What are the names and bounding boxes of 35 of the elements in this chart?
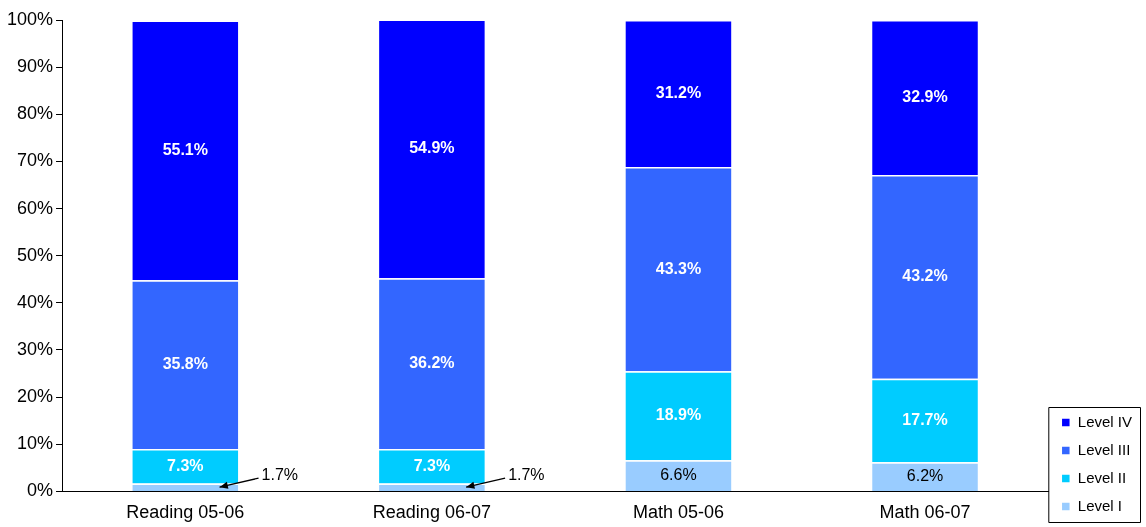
x-tick-label: Math 06-07 [879, 502, 971, 523]
y-tick-label: 80% [17, 103, 54, 124]
data-label: 43.3% [655, 259, 702, 277]
data-label: 54.9% [409, 139, 455, 157]
y-tick-label: 10% [17, 433, 54, 454]
y-tick-label: 70% [17, 150, 54, 171]
y-tick-label: 40% [17, 291, 54, 312]
data-label: 7.3% [167, 456, 204, 474]
legend-label: Level IV [1077, 412, 1132, 430]
y-tick-label: 100% [6, 8, 54, 29]
y-tick-label: 20% [17, 386, 54, 407]
y-tick-label: 0% [27, 480, 54, 501]
y-tick-label: 30% [17, 338, 54, 359]
data-label: 18.9% [655, 406, 702, 424]
x-tick-label: Reading 06-07 [372, 502, 491, 523]
x-tick-label: Reading 05-06 [126, 502, 245, 523]
data-label: 1.7% [508, 465, 545, 483]
data-label: 35.8% [162, 355, 209, 372]
legend-label: Level II [1077, 468, 1127, 486]
data-label: 55.1% [162, 140, 209, 158]
legend-label: Level I [1077, 496, 1122, 514]
y-tick-label: 60% [17, 197, 54, 218]
data-label: 6.2% [906, 466, 944, 484]
data-label: 1.7% [261, 465, 299, 483]
data-label: 17.7% [902, 410, 948, 428]
x-tick-label: Math 05-06 [632, 502, 724, 523]
data-label: 36.2% [409, 354, 455, 372]
y-tick-label: 90% [17, 56, 54, 77]
data-label: 7.3% [413, 456, 451, 474]
data-label: 31.2% [655, 83, 702, 101]
y-tick-label: 50% [17, 244, 54, 265]
legend-label: Level III [1077, 440, 1131, 458]
data-label: 43.2% [902, 267, 948, 285]
data-label: 6.6% [660, 466, 697, 483]
data-label: 32.9% [902, 87, 948, 105]
